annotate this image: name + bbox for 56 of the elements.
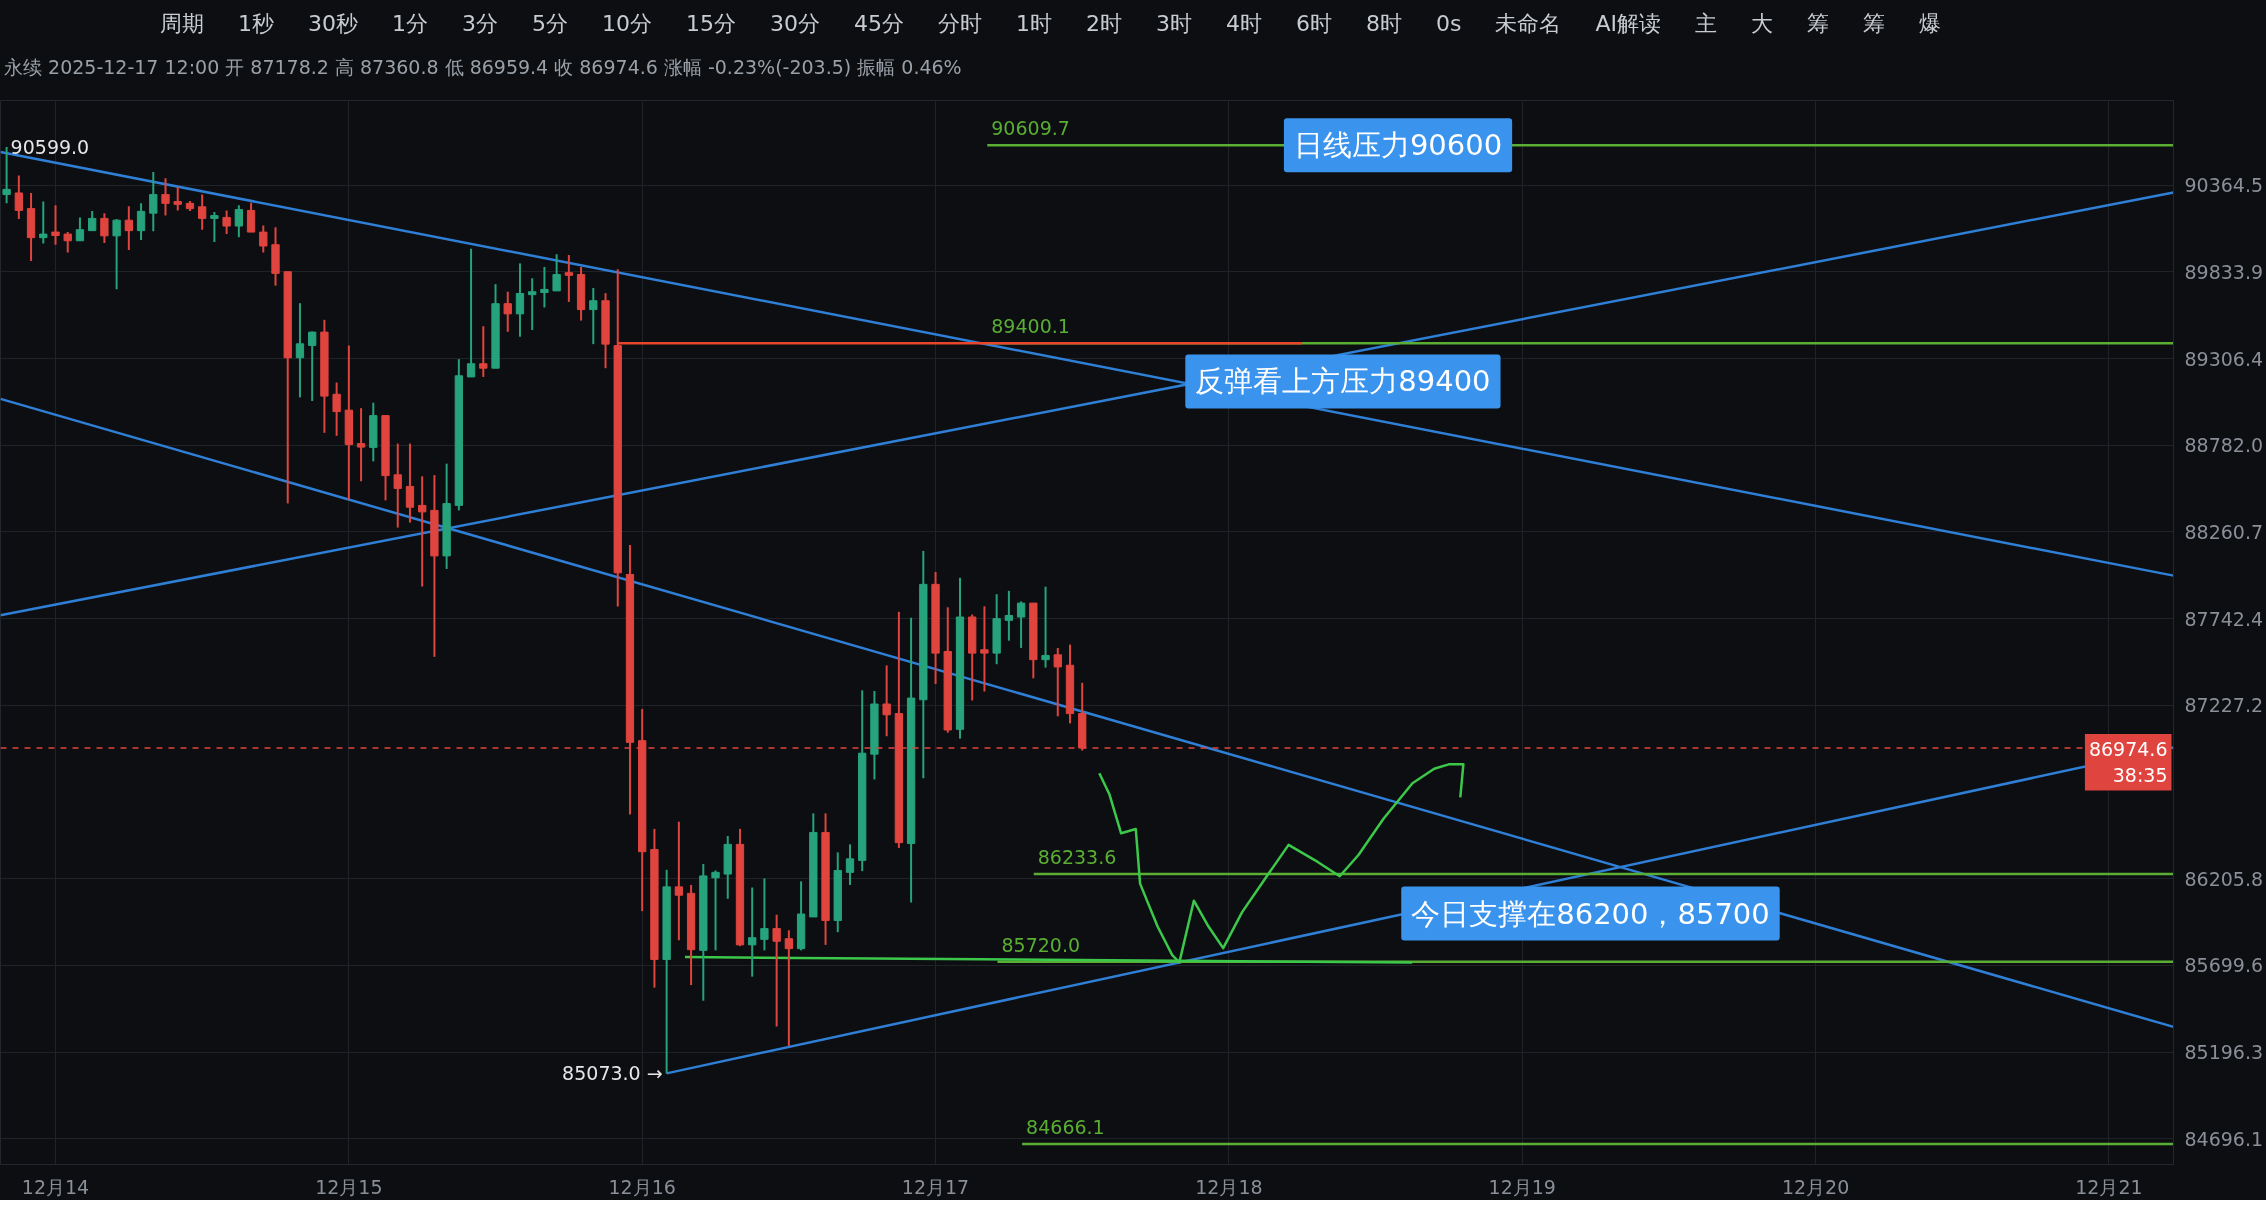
y-tick-label: 85196.3: [2184, 1041, 2264, 1064]
y-tick-label: 86205.8: [2184, 867, 2264, 890]
text: 15分: [686, 11, 736, 36]
text: 未命名: [1495, 11, 1562, 36]
y-tick-label: 85699.6: [2184, 954, 2264, 977]
series-label: 90609.7: [991, 117, 1070, 140]
y-tick-label: 87742.4: [2184, 607, 2264, 630]
y-tick-label: 90364.5: [2184, 174, 2264, 197]
x-tick-label: 12月16: [608, 1175, 676, 1198]
text: 1时: [1016, 11, 1052, 36]
y-tick-label: 88782.0: [2184, 434, 2264, 457]
x-tick-label: 12月19: [1488, 1175, 1556, 1198]
text: 大: [1751, 11, 1774, 36]
text: 筹: [1863, 11, 1886, 36]
annotation: 85073.0 →: [562, 1062, 663, 1085]
x-tick-label: 12月21: [2075, 1175, 2143, 1198]
annotation: 90599.0: [10, 136, 90, 159]
text: 6时: [1296, 11, 1332, 36]
y-tick-label: 89306.4: [2184, 347, 2264, 370]
text: 30秒: [308, 11, 358, 36]
text: 周期: [160, 11, 204, 36]
series-label: 85720.0: [1001, 933, 1081, 956]
x-tick-label: 12月18: [1195, 1175, 1263, 1198]
text: 3分: [462, 11, 498, 36]
text: 30分: [770, 11, 820, 36]
text: 主: [1695, 11, 1718, 36]
ref-line-label: 86974.6 38:35: [2088, 738, 2168, 787]
y-tick-label: 84696.1: [2184, 1127, 2264, 1150]
x-tick-label: 12月17: [901, 1175, 970, 1198]
text: 爆: [1919, 11, 1942, 36]
y-tick-label: 89833.9: [2184, 260, 2264, 283]
x-tick-label: 12月15: [315, 1175, 383, 1198]
text: 分时: [938, 11, 982, 36]
x-tick-label: 12月14: [21, 1175, 90, 1198]
series-label: 84666.1: [1026, 1115, 1105, 1138]
text: 0s: [1436, 11, 1462, 36]
annotation: 反弹看上方压力89400: [1195, 364, 1491, 399]
text: 3时: [1156, 11, 1192, 36]
x-tick-label: 12月20: [1781, 1175, 1850, 1198]
annotation: 今日支撑在86200，85700: [1411, 896, 1770, 931]
text: 筹: [1807, 11, 1830, 36]
annotation: 日线压力90600: [1293, 128, 1503, 163]
text: 2时: [1086, 11, 1122, 36]
text: 10分: [602, 11, 652, 36]
text: 1秒: [238, 11, 274, 36]
text: 45分: [854, 11, 904, 36]
series-label: 89400.1: [991, 315, 1070, 338]
text: 1分: [392, 11, 428, 36]
text: AI解读: [1595, 11, 1662, 36]
chart-subtitle: 永续 2025-12-17 12:00 开 87178.2 高 87360.8 低 86959.4 收 86974.6 涨幅 -0.23%(-203.5) 振幅 0.46%: [3, 55, 963, 80]
y-tick-label: 87227.2: [2184, 694, 2264, 717]
text: 5分: [532, 11, 568, 36]
text: 4时: [1226, 11, 1262, 36]
series-label: 86233.6: [1037, 845, 1117, 868]
y-tick-label: 88260.7: [2184, 520, 2264, 543]
text: 8时: [1366, 11, 1402, 36]
